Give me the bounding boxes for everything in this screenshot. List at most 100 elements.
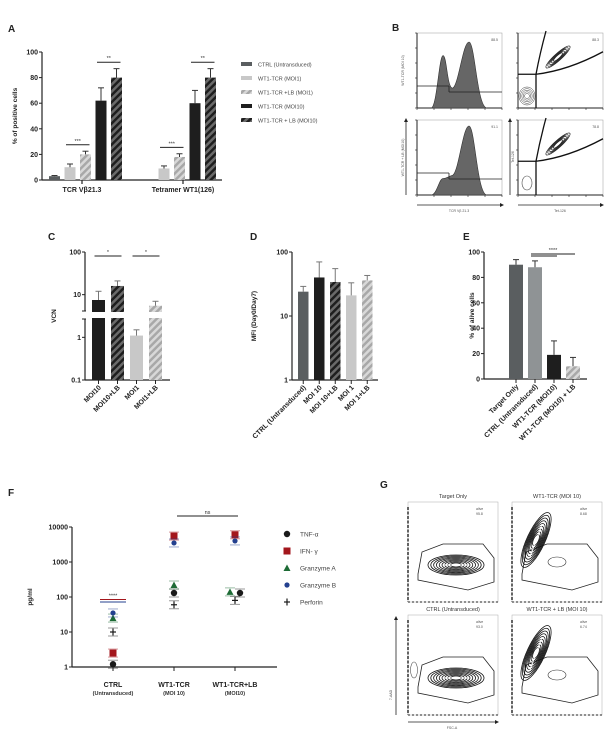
contour-highlight (529, 523, 543, 558)
bar (362, 280, 373, 380)
gate-percentage: 88.3 (592, 38, 599, 42)
legend-label: CTRL (Untransduced) (258, 63, 312, 69)
histogram (430, 41, 488, 109)
y-tick-label: 10 (73, 292, 81, 299)
y-tick-label: 100 (26, 50, 38, 57)
marker-square (231, 531, 239, 539)
legend-swatch (241, 118, 252, 122)
arrow-head (508, 118, 512, 122)
legend-swatch (241, 62, 252, 66)
legend-label: WT1-TCR (MOI1) (258, 77, 302, 83)
x-tick-label: WT1-TCR (158, 682, 190, 689)
panel-label-c: C (48, 232, 55, 243)
x-tick-label: CTRL (104, 682, 123, 689)
contour-line (523, 630, 549, 676)
x-tick-sublabel: (Untransduced) (93, 691, 134, 697)
marker-triangle (283, 564, 291, 571)
legend-label: WT1-TCR +LB (MOI1) (258, 91, 313, 97)
marker-circle (232, 538, 238, 544)
bar (95, 100, 107, 180)
x-tick-label: CTRL (Untransduced) (252, 384, 308, 440)
marker-circle (236, 589, 244, 597)
panel-label-a: A (8, 24, 15, 35)
bar (158, 168, 170, 180)
legend-label: Granzyme B (300, 583, 336, 590)
contour-line (549, 49, 567, 65)
marker-circle (109, 661, 117, 668)
contour-line (549, 136, 567, 152)
contour-line (553, 139, 563, 149)
bar (346, 295, 357, 380)
contour-line (522, 91, 532, 101)
panel-label-e: E (463, 232, 470, 243)
arrow-head (495, 720, 499, 724)
contour-line (524, 93, 530, 99)
gate-percentage: 91.1 (491, 125, 498, 129)
y-tick-label: 0.1 (71, 378, 81, 385)
contour-line (521, 627, 551, 679)
y-tick-label: 1 (284, 378, 288, 385)
legend-a: CTRL (Untransduced) WT1-TCR (MOI1) WT1-TCR… (241, 62, 318, 125)
y-axis-label: % of positive cells (12, 87, 19, 144)
bar (92, 299, 105, 380)
y-tick-label: 1 (64, 665, 68, 672)
contour-line (410, 661, 418, 679)
bar (509, 264, 523, 379)
contour-line (523, 517, 549, 563)
alive-gate (417, 656, 495, 704)
contour-line (427, 554, 485, 576)
x-tick-label: TCR Vβ21.3 (63, 187, 102, 194)
x-axis-label: Tet-126 (554, 209, 566, 213)
significance-label: ns (205, 510, 211, 516)
bar (49, 176, 60, 180)
y-tick-label: 1000 (52, 560, 68, 567)
chart-a: 0 20 40 60 80 100 % of positive cells TCR Vβ21.… (12, 50, 222, 194)
significance-label: * (145, 250, 148, 256)
arrow-head (500, 203, 504, 207)
significance-label: ** (201, 56, 206, 62)
marker-circle (170, 589, 178, 597)
plot-title: WT1-TCR + LB (MOI 10) (527, 607, 588, 613)
bar (566, 366, 580, 379)
contour-highlight (529, 636, 543, 671)
y-tick-label: 100 (468, 250, 480, 257)
y-axis-label: VCN (51, 309, 58, 323)
arrow-head (600, 203, 604, 207)
panel-label-b: B (392, 23, 399, 34)
bar (64, 167, 76, 180)
y-tick-label: 60 (472, 300, 480, 307)
x-tick-sublabel: (MOI10) (225, 691, 245, 697)
contour-line (530, 531, 542, 549)
quadrant-gate (518, 51, 604, 75)
y-tick-label: 60 (30, 101, 38, 108)
significance-label: *** (75, 139, 82, 145)
panel-label-f: F (8, 488, 14, 499)
contour-line (526, 523, 546, 557)
marker-triangle (170, 581, 178, 589)
contour-line (520, 625, 552, 681)
significance-label: * (107, 250, 110, 256)
arrow-head (394, 616, 398, 620)
arrow-head (404, 118, 408, 122)
bar (205, 77, 216, 180)
quadrant-gate (518, 138, 604, 162)
marker-square (283, 547, 291, 555)
contour-line (551, 137, 565, 151)
bar (111, 285, 124, 380)
bar (298, 291, 309, 380)
panel-label-g: G (380, 480, 388, 491)
plot-frame (517, 119, 604, 196)
y-axis-label: Tet-126 (511, 151, 515, 163)
significance-label: ** (107, 56, 112, 62)
bar (314, 277, 325, 380)
contour-line (524, 520, 548, 560)
plot-title: CTRL (Untransduced) (426, 607, 480, 613)
legend-swatch (241, 104, 252, 108)
row-label: WT1-TCR (MOI 10) (401, 55, 405, 86)
x-tick-sublabel: (MOI 10) (163, 691, 185, 697)
legend-swatch (241, 76, 252, 80)
chart-d: 1 10 100 MFI (Day0/Day7) CTRL (Untransduced)… (251, 250, 378, 440)
contour-line (430, 668, 482, 688)
